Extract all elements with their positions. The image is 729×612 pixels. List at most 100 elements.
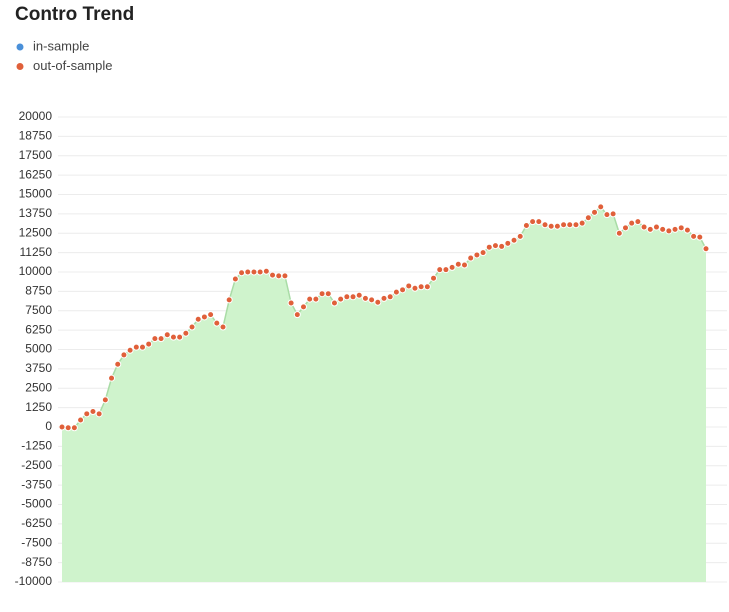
data-point xyxy=(572,221,580,229)
data-point xyxy=(262,267,270,275)
data-point xyxy=(355,291,363,299)
data-point xyxy=(126,346,134,354)
legend-marker xyxy=(16,63,24,70)
data-point xyxy=(504,239,512,247)
data-point xyxy=(330,299,338,307)
data-point xyxy=(300,303,307,311)
data-point xyxy=(646,225,654,233)
data-point xyxy=(535,218,543,226)
data-point xyxy=(386,293,394,301)
data-point xyxy=(591,208,599,216)
data-point xyxy=(176,333,184,341)
data-point xyxy=(324,290,332,298)
data-point xyxy=(467,254,475,262)
data-point xyxy=(256,268,264,276)
data-point xyxy=(628,219,636,227)
data-point xyxy=(219,323,227,331)
data-point xyxy=(634,218,642,226)
legend-marker xyxy=(16,43,24,51)
data-point xyxy=(510,236,518,244)
data-point xyxy=(473,251,481,259)
data-point xyxy=(491,242,499,250)
data-point xyxy=(95,410,103,418)
data-point xyxy=(244,268,252,276)
data-point xyxy=(584,214,592,222)
y-tick-label: 0 xyxy=(45,419,52,433)
data-point xyxy=(114,360,122,368)
data-point xyxy=(139,343,146,351)
y-tick-label: -2500 xyxy=(21,458,52,472)
y-tick-label: 18750 xyxy=(19,129,53,143)
data-point xyxy=(238,269,246,277)
data-point xyxy=(83,410,91,418)
y-tick-label: -5000 xyxy=(21,497,52,511)
data-point xyxy=(442,266,450,274)
data-point xyxy=(652,223,660,231)
data-point xyxy=(417,283,425,291)
data-point xyxy=(597,203,605,211)
data-point xyxy=(405,282,413,290)
y-tick-label: 6250 xyxy=(25,322,52,336)
data-point xyxy=(207,311,215,319)
data-point xyxy=(683,226,691,234)
data-point xyxy=(287,299,295,307)
data-point xyxy=(430,274,438,282)
data-point xyxy=(448,263,456,271)
data-point xyxy=(454,260,462,268)
y-tick-label: -7500 xyxy=(21,535,52,549)
data-point xyxy=(411,284,419,292)
y-tick-label: 7500 xyxy=(25,303,52,317)
data-point xyxy=(151,335,159,343)
data-point xyxy=(163,331,171,339)
y-tick-label: 16250 xyxy=(19,167,53,181)
data-point xyxy=(318,290,326,298)
y-tick-label: 3750 xyxy=(25,361,52,375)
y-tick-label: 15000 xyxy=(19,187,53,201)
data-point xyxy=(479,249,487,257)
data-point xyxy=(194,315,202,323)
data-point xyxy=(516,232,524,240)
data-point xyxy=(293,311,301,319)
data-point xyxy=(659,225,667,233)
legend-label: out-of-sample xyxy=(33,58,112,73)
data-point xyxy=(522,222,530,229)
y-tick-label: -1250 xyxy=(21,439,52,453)
y-tick-label: 17500 xyxy=(19,148,53,162)
y-tick-label: 12500 xyxy=(19,225,53,239)
data-point xyxy=(640,223,648,231)
data-point xyxy=(281,272,289,280)
data-point xyxy=(89,408,97,415)
area xyxy=(62,206,706,582)
data-point xyxy=(541,221,549,229)
data-point xyxy=(343,293,351,301)
data-point xyxy=(108,374,116,382)
data-point xyxy=(399,286,407,294)
data-point xyxy=(436,266,444,274)
y-tick-label: -6250 xyxy=(21,516,52,530)
data-point xyxy=(529,218,537,226)
data-point xyxy=(64,424,72,432)
data-point xyxy=(169,333,177,341)
data-point xyxy=(349,293,357,301)
data-point xyxy=(250,268,258,276)
data-point xyxy=(337,295,345,303)
y-tick-label: 20000 xyxy=(19,109,53,123)
data-point xyxy=(423,283,431,291)
data-point xyxy=(77,416,85,424)
y-tick-label: 11250 xyxy=(20,245,53,259)
y-tick-label: 2500 xyxy=(25,380,52,394)
data-point xyxy=(306,295,314,303)
data-point xyxy=(275,272,283,280)
data-point xyxy=(225,296,233,304)
data-point xyxy=(70,424,78,432)
data-point xyxy=(622,224,629,232)
data-point xyxy=(677,224,685,232)
data-point xyxy=(188,323,196,331)
data-point xyxy=(58,423,66,431)
data-point xyxy=(213,319,221,327)
data-point xyxy=(566,221,574,229)
data-point xyxy=(702,245,710,253)
data-point xyxy=(461,261,468,269)
data-point xyxy=(101,396,109,404)
